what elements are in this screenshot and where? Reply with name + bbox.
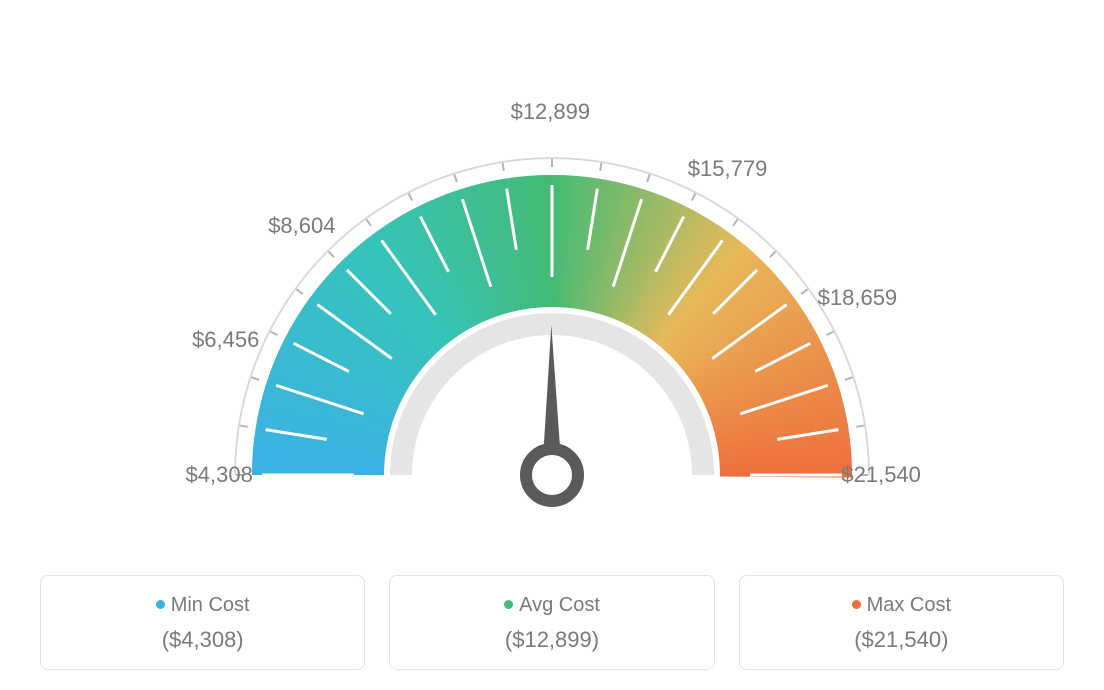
gauge-tick-label: $12,899 — [511, 99, 591, 125]
legend-label-max: Max Cost — [867, 594, 951, 616]
legend-label-min: Min Cost — [171, 594, 250, 616]
gauge-tick-label: $8,604 — [268, 213, 335, 239]
gauge-tick-label: $6,456 — [192, 327, 259, 353]
dot-icon-min — [156, 600, 165, 609]
legend-card-min: Min Cost ($4,308) — [40, 575, 365, 670]
legend-title-avg: Avg Cost — [400, 594, 703, 617]
legend-title-min: Min Cost — [51, 594, 354, 617]
legend-title-max: Max Cost — [750, 594, 1053, 617]
dot-icon-max — [852, 600, 861, 609]
legend-value-avg: ($12,899) — [400, 627, 703, 653]
cost-gauge-widget: $4,308 $6,456 $8,604 $12,899 $15,779 $18,659 $… — [0, 0, 1104, 690]
legend-row: Min Cost ($4,308) Avg Cost ($12,899) Max… — [40, 575, 1064, 670]
gauge-tick-label: $15,779 — [688, 156, 768, 182]
gauge-svg — [0, 0, 1104, 560]
legend-card-avg: Avg Cost ($12,899) — [389, 575, 714, 670]
legend-card-max: Max Cost ($21,540) — [739, 575, 1064, 670]
legend-label-avg: Avg Cost — [519, 594, 600, 616]
gauge-tick-label: $4,308 — [186, 462, 253, 488]
gauge-area: $4,308 $6,456 $8,604 $12,899 $15,779 $18,659 $… — [0, 0, 1104, 560]
gauge-tick-label: $18,659 — [818, 285, 898, 311]
dot-icon-avg — [504, 600, 513, 609]
gauge-tick-label: $21,540 — [841, 462, 921, 488]
legend-value-min: ($4,308) — [51, 627, 354, 653]
legend-value-max: ($21,540) — [750, 627, 1053, 653]
